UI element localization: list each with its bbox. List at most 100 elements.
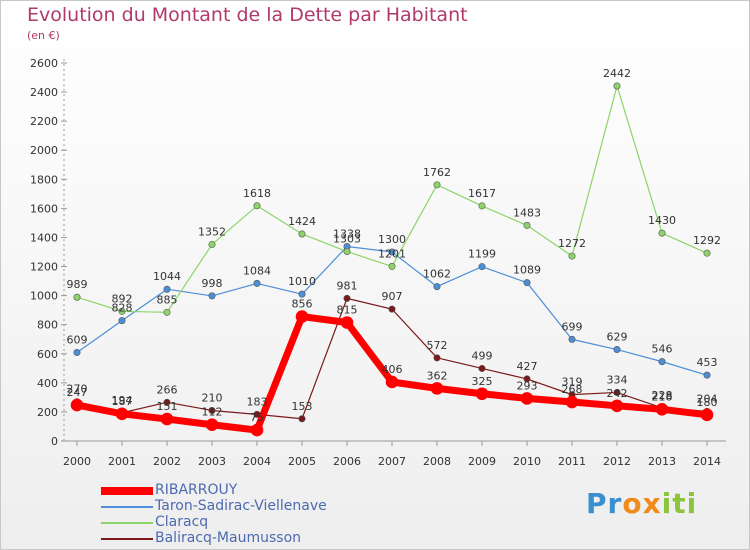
data-label: 151 <box>157 400 178 413</box>
y-tick-label: 1000 <box>30 290 58 303</box>
data-point <box>613 346 621 354</box>
y-tick-label: 2400 <box>30 86 58 99</box>
proxiti-logo: Proxiti <box>586 487 698 520</box>
data-label: 293 <box>517 379 538 392</box>
data-point <box>568 252 576 260</box>
data-label: 1201 <box>378 247 406 260</box>
legend-swatch <box>101 522 153 524</box>
y-tick-label: 1800 <box>30 173 58 186</box>
data-label: 453 <box>697 356 718 369</box>
x-tick-label: 2004 <box>243 455 271 468</box>
data-point <box>433 283 441 291</box>
data-label: 1292 <box>693 234 721 247</box>
y-tick-label: 2600 <box>30 57 58 70</box>
x-tick-label: 2010 <box>513 455 541 468</box>
y-tick-label: 200 <box>37 406 58 419</box>
data-point <box>478 364 486 372</box>
data-point <box>73 348 81 356</box>
data-point <box>385 375 399 389</box>
data-point <box>658 358 666 366</box>
y-tick-label: 400 <box>37 377 58 390</box>
data-point <box>703 249 711 257</box>
data-label: 1084 <box>243 264 271 277</box>
data-point <box>433 181 441 189</box>
data-label: 1089 <box>513 264 541 277</box>
data-label: 1618 <box>243 187 271 200</box>
x-tick-label: 2007 <box>378 455 406 468</box>
data-label: 210 <box>202 391 223 404</box>
data-label: 75 <box>250 411 264 424</box>
data-point <box>523 279 531 287</box>
data-point <box>340 316 354 329</box>
data-point <box>478 202 486 210</box>
data-label: 815 <box>337 304 358 317</box>
data-point <box>70 398 84 412</box>
data-label: 1303 <box>333 233 361 246</box>
data-label: 1062 <box>423 268 451 281</box>
data-point <box>430 382 444 395</box>
x-tick-label: 2002 <box>153 455 181 468</box>
data-label: 572 <box>427 339 448 352</box>
data-label: 2442 <box>603 67 631 80</box>
data-label: 268 <box>562 383 583 396</box>
data-label: 1424 <box>288 215 316 228</box>
data-label: 247 <box>67 386 88 399</box>
data-point <box>343 248 351 256</box>
data-label: 1044 <box>153 270 181 283</box>
x-tick-label: 2001 <box>108 455 136 468</box>
data-label: 699 <box>562 320 583 333</box>
data-point <box>703 371 711 379</box>
chart-data-labels: 609 828 1044 998 1084 1010 1338 1300 1062 1199 108… <box>67 67 722 424</box>
data-point <box>298 290 306 298</box>
data-label: 180 <box>697 396 718 409</box>
data-label: 1338 <box>333 227 361 240</box>
data-point <box>208 240 216 248</box>
data-label: 1762 <box>423 166 451 179</box>
y-tick-label: 600 <box>37 348 58 361</box>
data-label: 194 <box>112 394 133 407</box>
x-tick-label: 2005 <box>288 455 316 468</box>
y-tick-label: 2200 <box>30 115 58 128</box>
data-point <box>208 292 216 300</box>
data-point <box>163 398 171 406</box>
data-point <box>523 221 531 229</box>
x-tick-label: 2014 <box>693 455 721 468</box>
data-label: 334 <box>607 373 628 386</box>
x-tick-label: 2012 <box>603 455 631 468</box>
data-point <box>298 230 306 238</box>
data-point <box>295 310 309 323</box>
data-label: 204 <box>697 392 718 405</box>
data-point <box>658 229 666 237</box>
data-label: 1199 <box>468 248 496 261</box>
chart-axes: 0 200 400 600 800 1000 1200 1400 1600 1800 2000 220… <box>30 57 726 468</box>
data-point <box>613 82 621 90</box>
data-label: 183 <box>247 395 268 408</box>
data-point <box>388 305 396 313</box>
data-label: 1483 <box>513 206 541 219</box>
data-label: 112 <box>202 406 223 419</box>
data-label: 242 <box>607 387 628 400</box>
data-label: 1430 <box>648 214 676 227</box>
legend-label: RIBARROUY <box>155 482 238 498</box>
legend-swatch <box>101 487 153 495</box>
data-point <box>205 418 219 432</box>
data-point <box>253 202 261 210</box>
data-label: 406 <box>382 363 403 376</box>
data-label: 609 <box>67 333 88 346</box>
data-label: 499 <box>472 349 493 362</box>
data-label: 218 <box>652 390 673 403</box>
data-label: 228 <box>652 389 673 402</box>
data-label: 892 <box>112 292 133 305</box>
x-tick-label: 2009 <box>468 455 496 468</box>
data-label: 1300 <box>378 233 406 246</box>
data-point <box>475 387 489 401</box>
data-label: 325 <box>472 375 493 388</box>
data-label: 885 <box>157 293 178 306</box>
data-label: 153 <box>292 400 313 413</box>
data-point <box>388 262 396 270</box>
data-label: 629 <box>607 331 628 344</box>
y-tick-label: 1200 <box>30 261 58 274</box>
data-label: 981 <box>337 279 358 292</box>
